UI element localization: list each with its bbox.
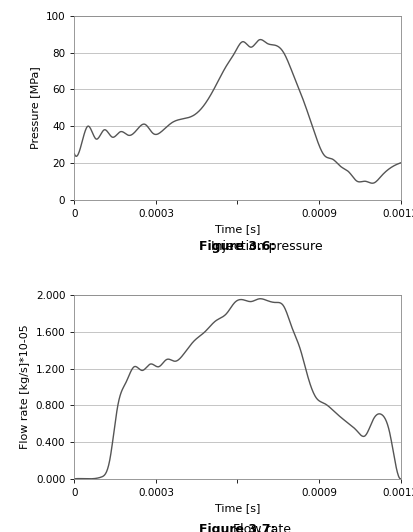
Text: Figure 3.7:: Figure 3.7: xyxy=(199,523,276,532)
Text: Figure 3.6:: Figure 3.6: xyxy=(199,240,275,253)
Text: Injection pressure: Injection pressure xyxy=(207,240,323,253)
X-axis label: Time [s]: Time [s] xyxy=(215,503,260,513)
Y-axis label: Flow rate [kg/s]*10-05: Flow rate [kg/s]*10-05 xyxy=(20,325,30,450)
Text: Flow rate: Flow rate xyxy=(229,523,291,532)
X-axis label: Time [s]: Time [s] xyxy=(215,224,260,234)
Y-axis label: Pressure [MPa]: Pressure [MPa] xyxy=(30,66,40,149)
